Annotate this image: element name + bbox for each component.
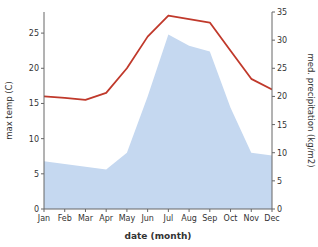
y2-tick-label: 30	[277, 36, 287, 45]
chart-container: JanFebMarAprMayJunJulAugSepOctNovDec0510…	[0, 0, 318, 247]
x-tick-label: Mar	[78, 214, 94, 223]
y-tick-label: 5	[34, 170, 39, 179]
x-tick-label: Sep	[202, 214, 217, 223]
x-tick-label: Jun	[140, 214, 154, 223]
x-tick-label: Aug	[181, 214, 197, 223]
y2-tick-label: 35	[277, 8, 287, 17]
line	[44, 16, 272, 100]
x-axis-line	[44, 209, 272, 210]
y-tick	[41, 209, 44, 210]
plot-area	[44, 16, 272, 209]
y2-tick-label: 20	[277, 92, 287, 101]
x-tick-label: Jan	[37, 214, 50, 223]
x-tick	[168, 209, 169, 212]
y2-tick-label: 10	[277, 149, 287, 158]
y-tick-label: 0	[34, 205, 39, 214]
x-tick	[230, 209, 231, 212]
x-tick	[189, 209, 190, 212]
y2-axis-line	[272, 12, 273, 209]
x-tick-label: May	[119, 214, 136, 223]
x-tick	[85, 209, 86, 212]
y2-tick	[272, 124, 275, 125]
x-tick-label: Nov	[243, 214, 259, 223]
x-tick-label: Apr	[99, 214, 114, 223]
y-axis-label: max temp (C)	[4, 81, 14, 140]
y-tick-label: 15	[29, 99, 39, 108]
y2-tick-label: 0	[277, 205, 282, 214]
y2-tick	[272, 96, 275, 97]
y2-tick-label: 25	[277, 64, 287, 73]
x-tick	[126, 209, 127, 212]
y2-tick	[272, 209, 275, 210]
y-tick-label: 10	[29, 135, 39, 144]
y-tick	[41, 173, 44, 174]
y2-tick-label: 5	[277, 177, 282, 186]
x-tick	[209, 209, 210, 212]
y2-tick	[272, 12, 275, 13]
x-tick-label: Feb	[58, 214, 72, 223]
x-tick-label: Oct	[224, 214, 238, 223]
y2-axis-label: med. precipitation (kg/m2)	[306, 53, 316, 167]
x-tick	[147, 209, 148, 212]
x-tick	[106, 209, 107, 212]
y2-tick	[272, 40, 275, 41]
x-tick	[251, 209, 252, 212]
y-tick	[41, 68, 44, 69]
x-tick	[64, 209, 65, 212]
x-tick-label: Jul	[163, 214, 174, 223]
y2-tick-label: 15	[277, 121, 287, 130]
x-axis-label: date (month)	[125, 231, 192, 241]
chart: JanFebMarAprMayJunJulAugSepOctNovDec0510…	[0, 0, 318, 247]
y2-tick	[272, 152, 275, 153]
y2-tick	[272, 68, 275, 69]
y-tick-label: 25	[29, 29, 39, 38]
y-tick	[41, 103, 44, 104]
x-tick-label: Dec	[264, 214, 279, 223]
y-axis-line	[44, 12, 45, 209]
y2-tick	[272, 180, 275, 181]
y-tick	[41, 33, 44, 34]
y-tick	[41, 138, 44, 139]
y-tick-label: 20	[29, 64, 39, 73]
